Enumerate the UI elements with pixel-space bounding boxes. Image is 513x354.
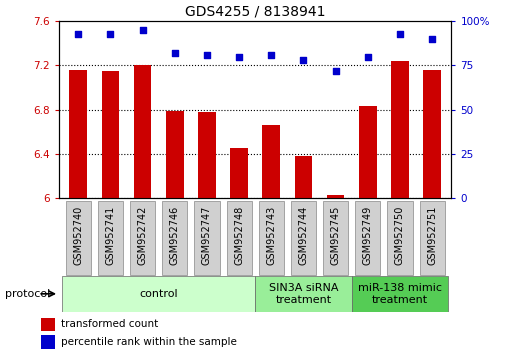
FancyBboxPatch shape: [227, 201, 252, 275]
Text: GSM952749: GSM952749: [363, 206, 373, 265]
Point: [396, 31, 404, 36]
Bar: [327, 195, 345, 354]
Bar: [423, 70, 441, 354]
Text: control: control: [140, 289, 178, 299]
FancyBboxPatch shape: [66, 201, 91, 275]
Bar: [41, 318, 54, 331]
Text: GSM952743: GSM952743: [266, 206, 277, 265]
Bar: [198, 112, 216, 354]
Text: GSM952745: GSM952745: [331, 206, 341, 265]
Bar: [166, 111, 184, 354]
Point: [139, 27, 147, 33]
Text: SIN3A siRNA
treatment: SIN3A siRNA treatment: [269, 283, 338, 305]
Point: [300, 57, 308, 63]
FancyBboxPatch shape: [291, 201, 316, 275]
Text: GSM952742: GSM952742: [137, 206, 148, 265]
FancyBboxPatch shape: [323, 201, 348, 275]
Point: [106, 31, 114, 36]
FancyBboxPatch shape: [62, 276, 255, 312]
Point: [203, 52, 211, 58]
Text: GSM952751: GSM952751: [427, 206, 437, 265]
Point: [267, 52, 275, 58]
Text: GSM952750: GSM952750: [395, 206, 405, 265]
FancyBboxPatch shape: [255, 276, 352, 312]
Title: GDS4255 / 8138941: GDS4255 / 8138941: [185, 5, 325, 19]
Bar: [134, 65, 151, 354]
Bar: [359, 107, 377, 354]
Bar: [294, 156, 312, 354]
Text: GSM952746: GSM952746: [170, 206, 180, 265]
Bar: [102, 71, 120, 354]
FancyBboxPatch shape: [352, 276, 448, 312]
FancyBboxPatch shape: [259, 201, 284, 275]
Point: [428, 36, 436, 42]
Text: GSM952741: GSM952741: [106, 206, 115, 265]
FancyBboxPatch shape: [130, 201, 155, 275]
Bar: [41, 335, 54, 349]
Bar: [263, 125, 280, 354]
Text: GSM952744: GSM952744: [299, 206, 308, 265]
Text: miR-138 mimic
treatment: miR-138 mimic treatment: [358, 283, 442, 305]
Bar: [230, 148, 248, 354]
Text: transformed count: transformed count: [62, 319, 159, 329]
Bar: [69, 70, 87, 354]
Text: GSM952748: GSM952748: [234, 206, 244, 265]
Point: [364, 54, 372, 59]
Point: [74, 31, 83, 36]
Point: [331, 68, 340, 74]
Text: GSM952747: GSM952747: [202, 206, 212, 265]
Text: percentile rank within the sample: percentile rank within the sample: [62, 337, 237, 347]
FancyBboxPatch shape: [387, 201, 412, 275]
Point: [235, 54, 243, 59]
FancyBboxPatch shape: [356, 201, 380, 275]
FancyBboxPatch shape: [194, 201, 220, 275]
FancyBboxPatch shape: [98, 201, 123, 275]
Point: [171, 50, 179, 56]
FancyBboxPatch shape: [162, 201, 187, 275]
Text: protocol: protocol: [5, 289, 50, 299]
FancyBboxPatch shape: [420, 201, 445, 275]
Bar: [391, 61, 409, 354]
Text: GSM952740: GSM952740: [73, 206, 83, 265]
